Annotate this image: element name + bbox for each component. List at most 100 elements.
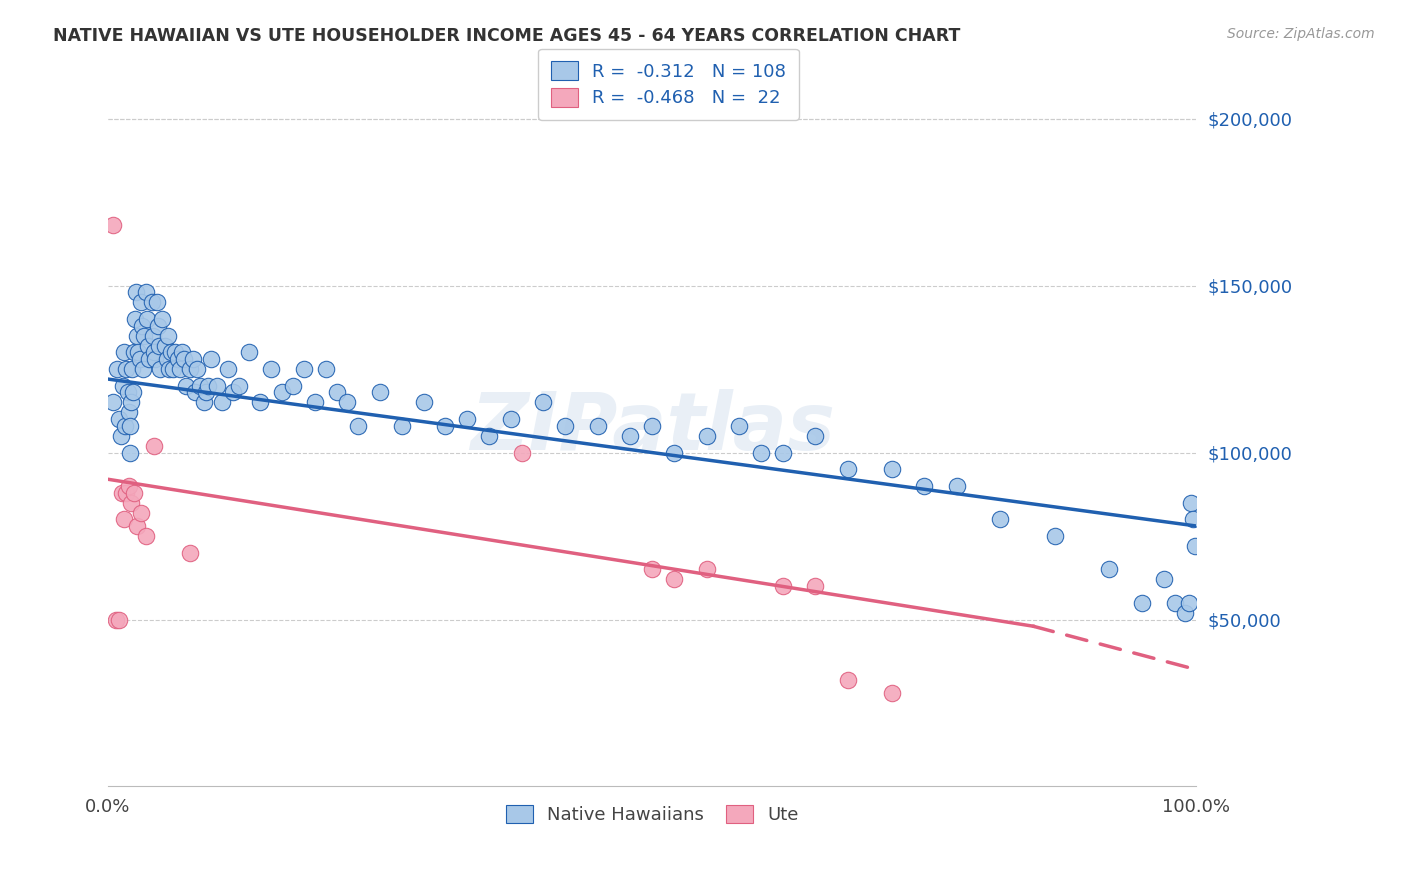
Point — [837, 673, 859, 687]
Point — [118, 405, 141, 419]
Point — [456, 412, 478, 426]
Point — [110, 429, 132, 443]
Point — [156, 328, 179, 343]
Point — [165, 345, 187, 359]
Point — [190, 378, 212, 392]
Point — [478, 429, 501, 443]
Point — [1182, 512, 1205, 526]
Point — [118, 479, 141, 493]
Point — [132, 328, 155, 343]
Point — [186, 362, 208, 376]
Point — [641, 562, 664, 576]
Point — [179, 362, 201, 376]
Point — [120, 495, 142, 509]
Point — [117, 385, 139, 400]
Point — [662, 573, 685, 587]
Point — [772, 445, 794, 459]
Point — [1153, 573, 1175, 587]
Point — [122, 485, 145, 500]
Point — [271, 385, 294, 400]
Point — [193, 395, 215, 409]
Point — [1180, 495, 1202, 509]
Point — [1043, 529, 1066, 543]
Point — [132, 362, 155, 376]
Point — [179, 546, 201, 560]
Point — [181, 352, 204, 367]
Point — [315, 362, 337, 376]
Point — [128, 352, 150, 367]
Point — [368, 385, 391, 400]
Point — [166, 352, 188, 367]
Point — [325, 385, 347, 400]
Point — [103, 219, 125, 233]
Point — [112, 378, 135, 392]
Point — [1174, 606, 1197, 620]
Point — [129, 506, 152, 520]
Point — [412, 395, 434, 409]
Point — [772, 579, 794, 593]
Point — [696, 429, 718, 443]
Point — [1130, 596, 1153, 610]
Point — [127, 345, 149, 359]
Point — [169, 362, 191, 376]
Point — [696, 562, 718, 576]
Point — [197, 378, 219, 392]
Text: NATIVE HAWAIIAN VS UTE HOUSEHOLDER INCOME AGES 45 - 64 YEARS CORRELATION CHART: NATIVE HAWAIIAN VS UTE HOUSEHOLDER INCOM… — [53, 27, 960, 45]
Point — [141, 295, 163, 310]
Point — [249, 395, 271, 409]
Point — [238, 345, 260, 359]
Point — [990, 512, 1012, 526]
Point — [662, 445, 685, 459]
Point — [586, 418, 609, 433]
Point — [153, 339, 176, 353]
Point — [142, 328, 165, 343]
Point — [156, 352, 179, 367]
Point — [135, 285, 157, 300]
Point — [131, 318, 153, 333]
Point — [880, 462, 903, 476]
Point — [304, 395, 326, 409]
Point — [200, 352, 222, 367]
Text: ZIPatlas: ZIPatlas — [470, 389, 835, 467]
Point — [111, 485, 134, 500]
Point — [554, 418, 576, 433]
Point — [205, 378, 228, 392]
Point — [136, 312, 159, 326]
Point — [124, 312, 146, 326]
Point — [152, 312, 174, 326]
Point — [880, 686, 903, 700]
Point — [173, 352, 195, 367]
Point — [149, 362, 172, 376]
Point — [112, 512, 135, 526]
Point — [728, 418, 751, 433]
Point — [1184, 539, 1206, 553]
Point — [619, 429, 641, 443]
Point — [281, 378, 304, 392]
Point — [531, 395, 554, 409]
Point — [146, 318, 169, 333]
Point — [347, 418, 370, 433]
Point — [127, 519, 149, 533]
Point — [129, 295, 152, 310]
Point — [1177, 596, 1199, 610]
Point — [292, 362, 315, 376]
Point — [142, 439, 165, 453]
Point — [336, 395, 359, 409]
Point — [1163, 596, 1185, 610]
Point — [184, 385, 207, 400]
Point — [115, 362, 138, 376]
Point — [112, 345, 135, 359]
Point — [157, 362, 180, 376]
Point — [837, 462, 859, 476]
Point — [946, 479, 969, 493]
Point — [120, 395, 142, 409]
Point — [127, 328, 149, 343]
Point — [499, 412, 522, 426]
Point — [115, 485, 138, 500]
Point — [641, 418, 664, 433]
Point — [108, 412, 131, 426]
Point — [146, 295, 169, 310]
Point — [148, 339, 170, 353]
Text: Source: ZipAtlas.com: Source: ZipAtlas.com — [1227, 27, 1375, 41]
Point — [749, 445, 772, 459]
